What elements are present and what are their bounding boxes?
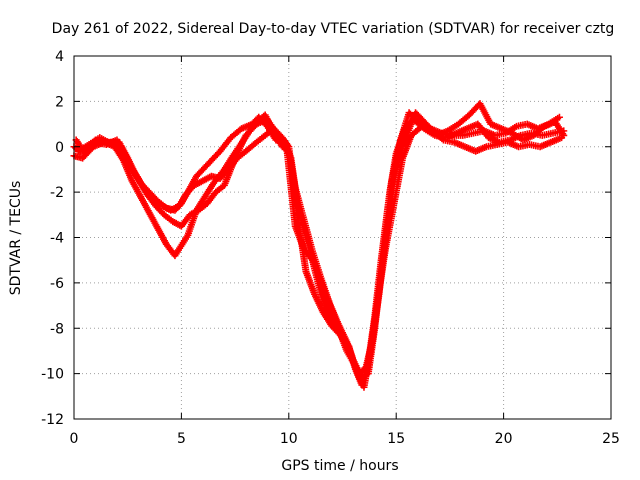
chart-title: Day 261 of 2022, Sidereal Day-to-day VTE… xyxy=(52,21,615,37)
data-markers xyxy=(70,100,568,391)
y-tick-label: -4 xyxy=(50,231,64,247)
series-track-4 xyxy=(74,100,568,382)
data-point xyxy=(555,113,563,121)
y-tick-label: 4 xyxy=(55,49,64,65)
x-tick-label: 15 xyxy=(387,431,405,447)
x-tick-label: 0 xyxy=(70,431,79,447)
grid xyxy=(74,56,611,419)
x-tick-label: 20 xyxy=(495,431,513,447)
x-tick-label: 25 xyxy=(602,431,620,447)
x-tick-label: 10 xyxy=(280,431,298,447)
y-tick-label: -6 xyxy=(50,276,64,292)
axis-ticks: 0 5 10 15 20 25 -12 -10 -8 -6 -4 -2 0 2 4 xyxy=(41,49,620,447)
y-tick-label: -2 xyxy=(50,185,64,201)
y-tick-label: 2 xyxy=(55,94,64,110)
series-track-1 xyxy=(70,113,568,389)
y-tick-label: -12 xyxy=(41,412,64,428)
y-tick-label: -10 xyxy=(41,367,64,383)
x-tick-label: 5 xyxy=(177,431,186,447)
x-axis-label: GPS time / hours xyxy=(281,458,398,474)
y-tick-label: -8 xyxy=(50,321,64,337)
series-track-3 xyxy=(72,122,566,391)
data-point xyxy=(560,131,568,139)
y-tick-label: 0 xyxy=(55,140,64,156)
y-axis-label: SDTVAR / TECUs xyxy=(8,181,24,296)
